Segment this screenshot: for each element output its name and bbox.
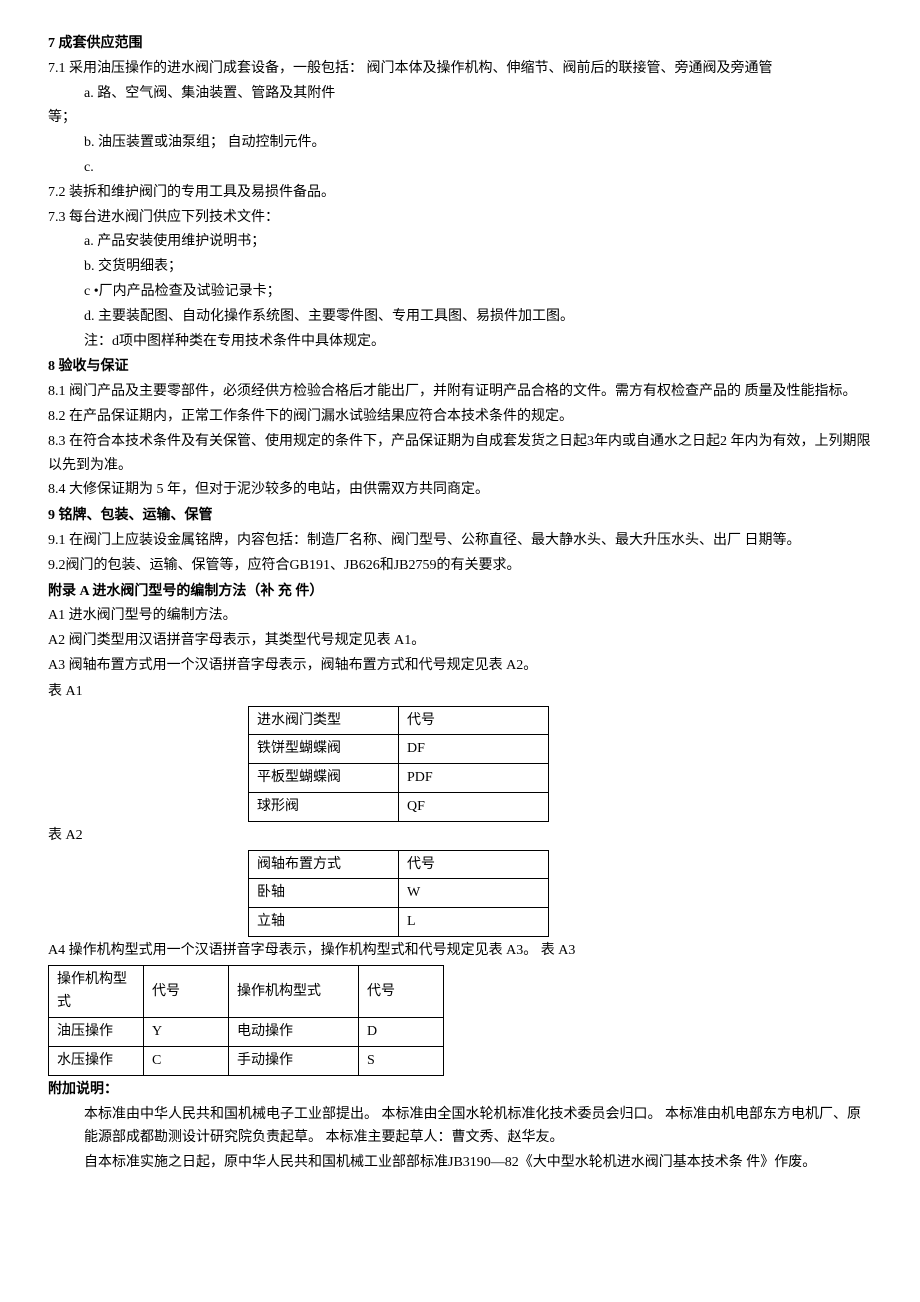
table-row: 卧轴 W (249, 879, 549, 908)
appendix-a1: A1 进水阀门型号的编制方法。 (48, 604, 872, 628)
table-cell: 铁饼型蝴蝶阀 (249, 735, 399, 764)
para-7-1: 7.1 采用油压操作的进水阀门成套设备，一般包括： 阀门本体及操作机构、伸缩节、… (48, 57, 872, 81)
table-cell: 水压操作 (49, 1047, 144, 1076)
para-7-1-b: b. 油压装置或油泵组； 自动控制元件。 (48, 131, 872, 155)
para-7-3: 7.3 每台进水阀门供应下列技术文件： (48, 206, 872, 230)
table-cell: C (144, 1047, 229, 1076)
table-cell: PDF (399, 764, 549, 793)
section-8-title: 8 验收与保证 (48, 355, 872, 379)
table-cell: 进水阀门类型 (249, 706, 399, 735)
table-row: 水压操作 C 手动操作 S (49, 1047, 444, 1076)
para-8-2: 8.2 在产品保证期内，正常工作条件下的阀门漏水试验结果应符合本技术条件的规定。 (48, 405, 872, 429)
para-7-3-note: 注：d项中图样种类在专用技术条件中具体规定。 (48, 330, 872, 354)
table-cell: 电动操作 (229, 1018, 359, 1047)
table-row: 球形阀 QF (249, 792, 549, 821)
section-9-title: 9 铭牌、包装、运输、保管 (48, 504, 872, 528)
para-9-2: 9.2阀门的包装、运输、保管等，应符合GB191、JB626和JB2759的有关… (48, 554, 872, 578)
appendix-a3: A3 阀轴布置方式用一个汉语拼音字母表示，阀轴布置方式和代号规定见表 A2。 (48, 654, 872, 678)
table-cell: QF (399, 792, 549, 821)
addenda-p1: 本标准由中华人民共和国机械电子工业部提出。 本标准由全国水轮机标准化技术委员会归… (48, 1103, 872, 1151)
table-cell: 卧轴 (249, 879, 399, 908)
table-a2-label: 表 A2 (48, 824, 872, 848)
table-cell: 操作机构型式 (229, 965, 359, 1018)
para-7-3-b: b. 交货明细表； (48, 255, 872, 279)
para-7-1-c: c. (48, 156, 872, 180)
section-7-title: 7 成套供应范围 (48, 32, 872, 56)
table-cell: L (399, 908, 549, 937)
addenda-title: 附加说明： (48, 1078, 872, 1102)
para-7-3-a: a. 产品安装使用维护说明书； (48, 230, 872, 254)
table-cell: 球形阀 (249, 792, 399, 821)
table-cell: DF (399, 735, 549, 764)
table-row: 立轴 L (249, 908, 549, 937)
table-cell: 代号 (144, 965, 229, 1018)
para-9-1: 9.1 在阀门上应装设金属铭牌，内容包括：制造厂名称、阀门型号、公称直径、最大静… (48, 529, 872, 553)
table-cell: 阀轴布置方式 (249, 850, 399, 879)
table-a1: 进水阀门类型 代号 铁饼型蝴蝶阀 DF 平板型蝴蝶阀 PDF 球形阀 QF (248, 706, 549, 822)
table-a2: 阀轴布置方式 代号 卧轴 W 立轴 L (248, 850, 549, 937)
table-row: 操作机构型式 代号 操作机构型式 代号 (49, 965, 444, 1018)
table-row: 油压操作 Y 电动操作 D (49, 1018, 444, 1047)
para-7-1-a: a. 路、空气阀、集油装置、管路及其附件 (48, 82, 872, 106)
para-8-3: 8.3 在符合本技术条件及有关保管、使用规定的条件下，产品保证期为自成套发货之日… (48, 430, 872, 478)
para-7-2: 7.2 装拆和维护阀门的专用工具及易损件备品。 (48, 181, 872, 205)
para-7-1-deng: 等； (48, 106, 872, 130)
table-a1-label: 表 A1 (48, 680, 872, 704)
appendix-a4: A4 操作机构型式用一个汉语拼音字母表示，操作机构型式和代号规定见表 A3。 表… (48, 939, 872, 963)
table-row: 进水阀门类型 代号 (249, 706, 549, 735)
para-8-4: 8.4 大修保证期为 5 年，但对于泥沙较多的电站，由供需双方共同商定。 (48, 478, 872, 502)
table-cell: S (359, 1047, 444, 1076)
table-cell: Y (144, 1018, 229, 1047)
table-cell: D (359, 1018, 444, 1047)
para-7-3-c: c •厂内产品检查及试验记录卡； (48, 280, 872, 304)
appendix-a2: A2 阀门类型用汉语拼音字母表示，其类型代号规定见表 A1。 (48, 629, 872, 653)
table-cell: W (399, 879, 549, 908)
table-cell: 代号 (399, 706, 549, 735)
table-cell: 代号 (359, 965, 444, 1018)
table-row: 铁饼型蝴蝶阀 DF (249, 735, 549, 764)
table-cell: 手动操作 (229, 1047, 359, 1076)
para-8-1: 8.1 阀门产品及主要零部件，必须经供方检验合格后才能出厂，并附有证明产品合格的… (48, 380, 872, 404)
table-cell: 代号 (399, 850, 549, 879)
table-row: 平板型蝴蝶阀 PDF (249, 764, 549, 793)
table-row: 阀轴布置方式 代号 (249, 850, 549, 879)
addenda-p2: 自本标准实施之日起，原中华人民共和国机械工业部部标准JB3190—82《大中型水… (48, 1151, 872, 1175)
appendix-a-title: 附录 A 进水阀门型号的编制方法（补 充 件） (48, 580, 872, 604)
para-7-3-d: d. 主要装配图、自动化操作系统图、主要零件图、专用工具图、易损件加工图。 (48, 305, 872, 329)
table-cell: 立轴 (249, 908, 399, 937)
table-cell: 操作机构型式 (49, 965, 144, 1018)
table-cell: 平板型蝴蝶阀 (249, 764, 399, 793)
table-a3: 操作机构型式 代号 操作机构型式 代号 油压操作 Y 电动操作 D 水压操作 C… (48, 965, 444, 1076)
table-cell: 油压操作 (49, 1018, 144, 1047)
